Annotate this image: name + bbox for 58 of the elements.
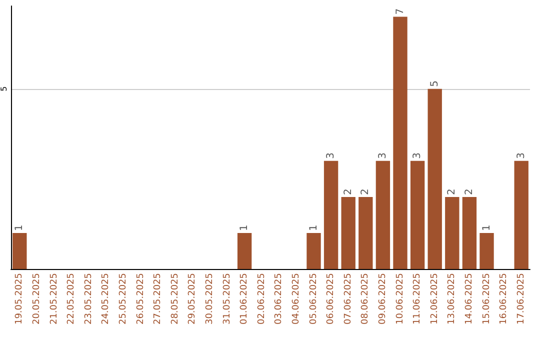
x-tick-label: 14.06.2025: [464, 273, 474, 325]
bar: [12, 232, 27, 269]
x-tick-label: 12.06.2025: [430, 273, 440, 325]
x-tick-label: 04.06.2025: [291, 273, 302, 325]
bar: [410, 160, 425, 269]
bar: [462, 196, 477, 269]
x-tick-label: 16.06.2025: [499, 273, 510, 325]
x-tick-label: 23.05.2025: [84, 273, 94, 325]
bar: [445, 196, 460, 269]
x-tick-label: 29.05.2025: [188, 273, 198, 325]
data-label: 3: [412, 152, 424, 159]
data-label: 1: [14, 224, 26, 231]
x-tick-label: 08.06.2025: [360, 273, 371, 325]
bar: [514, 160, 528, 269]
x-tick-label: 30.05.2025: [204, 273, 215, 325]
data-label: 2: [446, 188, 458, 195]
data-label: 7: [394, 8, 406, 15]
bar: [376, 160, 390, 269]
data-label: 3: [516, 152, 527, 159]
bar: [428, 88, 442, 269]
x-tick-label: 22.05.2025: [66, 273, 77, 325]
data-label: 5: [429, 80, 440, 87]
data-label: 3: [326, 152, 337, 159]
x-tick-label: 21.05.2025: [49, 273, 60, 325]
bar: [324, 160, 338, 269]
x-tick-label: 28.05.2025: [170, 273, 180, 325]
bar: [480, 232, 494, 269]
x-tick-label: 20.05.2025: [32, 273, 42, 325]
x-tick-label: 27.05.2025: [153, 273, 164, 325]
bar: [306, 232, 321, 269]
x-tick-label: 13.06.2025: [447, 273, 458, 325]
data-label: 1: [481, 224, 492, 231]
bar: [237, 232, 252, 269]
data-label: 2: [360, 188, 372, 195]
x-tick-label: 01.06.2025: [240, 273, 250, 325]
bar: [341, 196, 356, 269]
x-tick-label: 24.05.2025: [101, 273, 112, 325]
data-label: 2: [342, 188, 354, 195]
x-tick-label: 05.06.2025: [308, 273, 319, 325]
x-tick-label: 03.06.2025: [274, 273, 284, 325]
x-tick-label: 11.06.2025: [412, 273, 423, 325]
x-tick-label: 09.06.2025: [378, 273, 388, 325]
data-label: 3: [377, 152, 388, 159]
data-label: 1: [308, 224, 320, 231]
x-tick-label: 25.05.2025: [118, 273, 128, 325]
x-tick-label: 19.05.2025: [14, 273, 25, 325]
x-tick-label: 15.06.2025: [482, 273, 492, 325]
x-tick-label: 07.06.2025: [343, 273, 354, 325]
x-tick-label: 17.06.2025: [516, 273, 526, 325]
bar: [358, 196, 373, 269]
x-tick-label: 10.06.2025: [395, 273, 406, 325]
x-tick-label: 26.05.2025: [136, 273, 146, 325]
x-tick-label: 31.05.2025: [222, 273, 232, 325]
x-tick-label: 06.06.2025: [326, 273, 336, 325]
bar: [393, 16, 408, 269]
data-label: 1: [239, 224, 250, 231]
data-label: 2: [464, 188, 475, 195]
x-tick-label: 02.06.2025: [256, 273, 267, 325]
